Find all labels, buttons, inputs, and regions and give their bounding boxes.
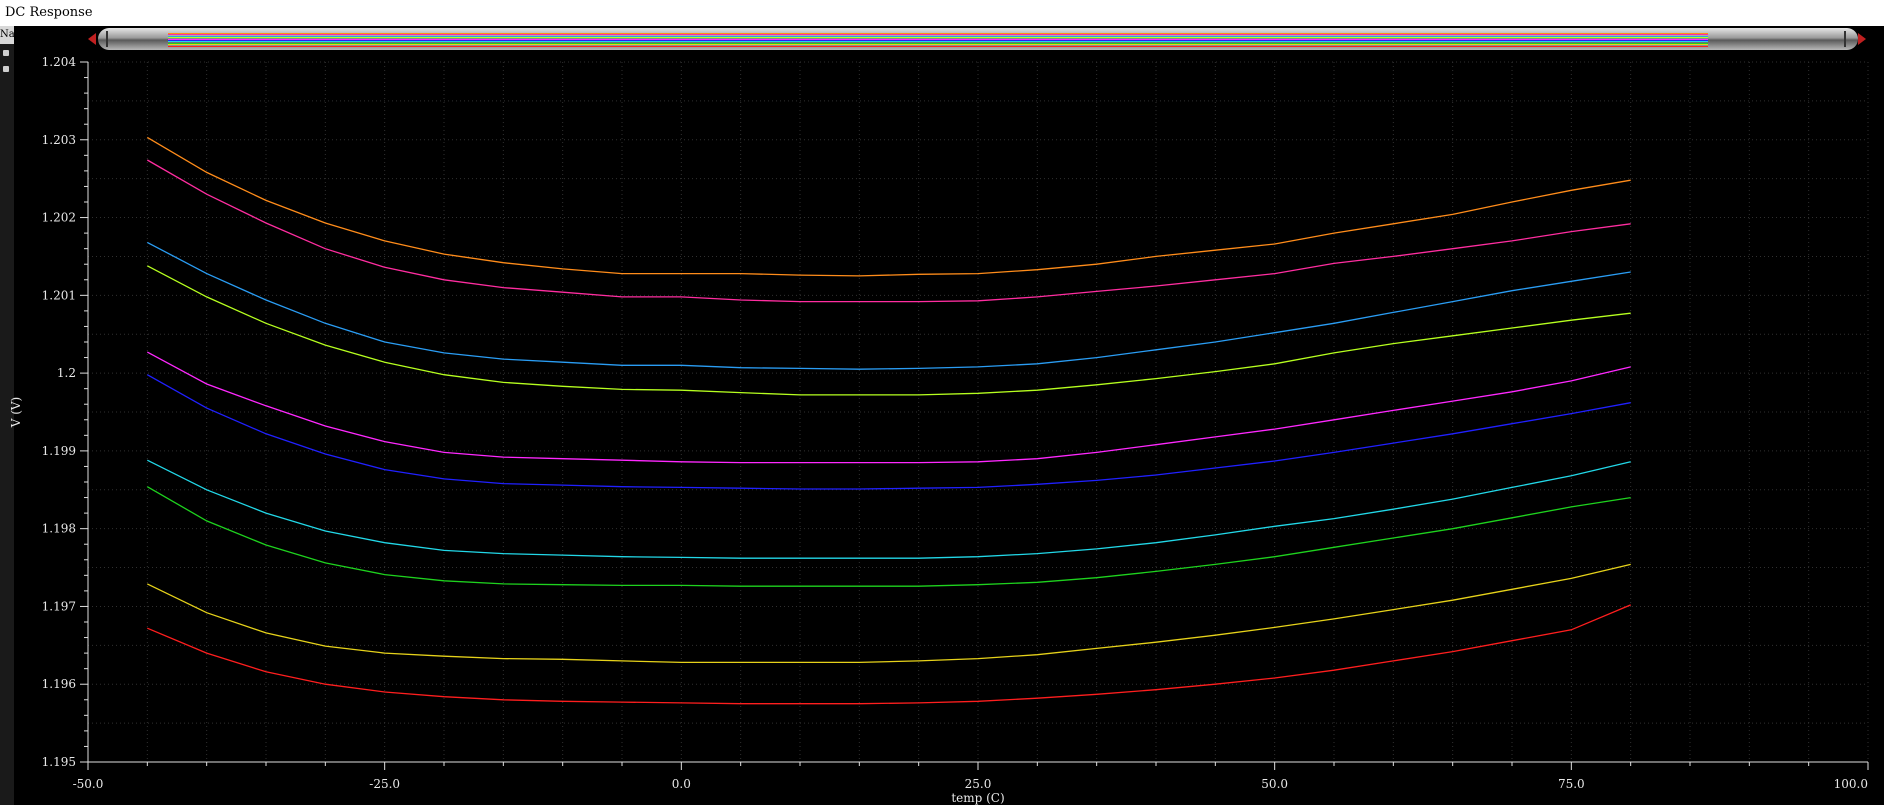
x-axis-label: temp (C): [951, 791, 1004, 805]
overview-traces: [168, 30, 1708, 48]
overview-trace: [168, 42, 1708, 44]
series-line[interactable]: [146, 486, 1631, 587]
x-tick-label: -50.0: [73, 777, 104, 791]
y-tick-label: 1.196: [42, 677, 76, 691]
y-tick-label: 1.203: [42, 133, 76, 147]
series-line[interactable]: [146, 265, 1631, 396]
x-tick-label: 0.0: [672, 777, 691, 791]
x-tick-label: -25.0: [369, 777, 400, 791]
y-tick-label: 1.204: [42, 55, 77, 69]
overview-trace: [168, 34, 1708, 36]
y-axis-label: V (V): [9, 397, 23, 429]
series-line[interactable]: [147, 604, 1631, 705]
series-line[interactable]: [146, 241, 1631, 370]
left-toolstrip: Na: [0, 26, 14, 805]
overview-trace: [168, 37, 1708, 39]
x-scroll-bar[interactable]: [88, 27, 1866, 51]
x-tick-label: 75.0: [1558, 777, 1585, 791]
overview-trace: [168, 38, 1708, 40]
axes: -50.0 -25.0 0.0 25.0 50.0 75.0 100.0 1.195 1.196…: [42, 55, 1869, 791]
overview-trace: [168, 33, 1708, 34]
y-tick-label: 1.197: [42, 599, 76, 613]
window-titlebar: DC Response: [0, 0, 1884, 26]
overview-trace: [168, 44, 1708, 46]
scroll-left-handle[interactable]: [106, 31, 108, 47]
traces: [146, 136, 1631, 705]
overview-trace: [168, 40, 1708, 41]
series-line[interactable]: [146, 351, 1631, 464]
overview-trace: [168, 41, 1708, 43]
x-tick-label: 100.0: [1834, 777, 1868, 791]
overview-trace: [168, 45, 1708, 47]
window-title: DC Response: [5, 5, 93, 20]
series-line[interactable]: [146, 374, 1631, 490]
x-tick-label: 25.0: [965, 777, 992, 791]
y-tick-label: 1.202: [42, 211, 76, 225]
series-line[interactable]: [147, 563, 1631, 664]
series-line[interactable]: [146, 159, 1631, 303]
scroll-right-arrow-icon[interactable]: [1858, 33, 1866, 45]
x-tick-label: 50.0: [1261, 777, 1288, 791]
scroll-left-arrow-icon[interactable]: [88, 33, 96, 45]
legend-tab[interactable]: Na: [0, 26, 14, 44]
series-line[interactable]: [146, 136, 1631, 277]
y-tick-label: 1.198: [42, 522, 76, 536]
y-tick-label: 1.199: [42, 444, 76, 458]
marker-icon[interactable]: [3, 66, 9, 72]
y-tick-label: 1.201: [42, 288, 76, 302]
y-tick-label: 1.2: [57, 366, 76, 380]
grid: [87, 61, 1869, 763]
overview-trace: [168, 35, 1708, 37]
series-line[interactable]: [147, 459, 1631, 559]
marker-icon[interactable]: [3, 50, 9, 56]
y-tick-label: 1.195: [42, 755, 76, 769]
scroll-right-handle[interactable]: [1844, 31, 1846, 47]
